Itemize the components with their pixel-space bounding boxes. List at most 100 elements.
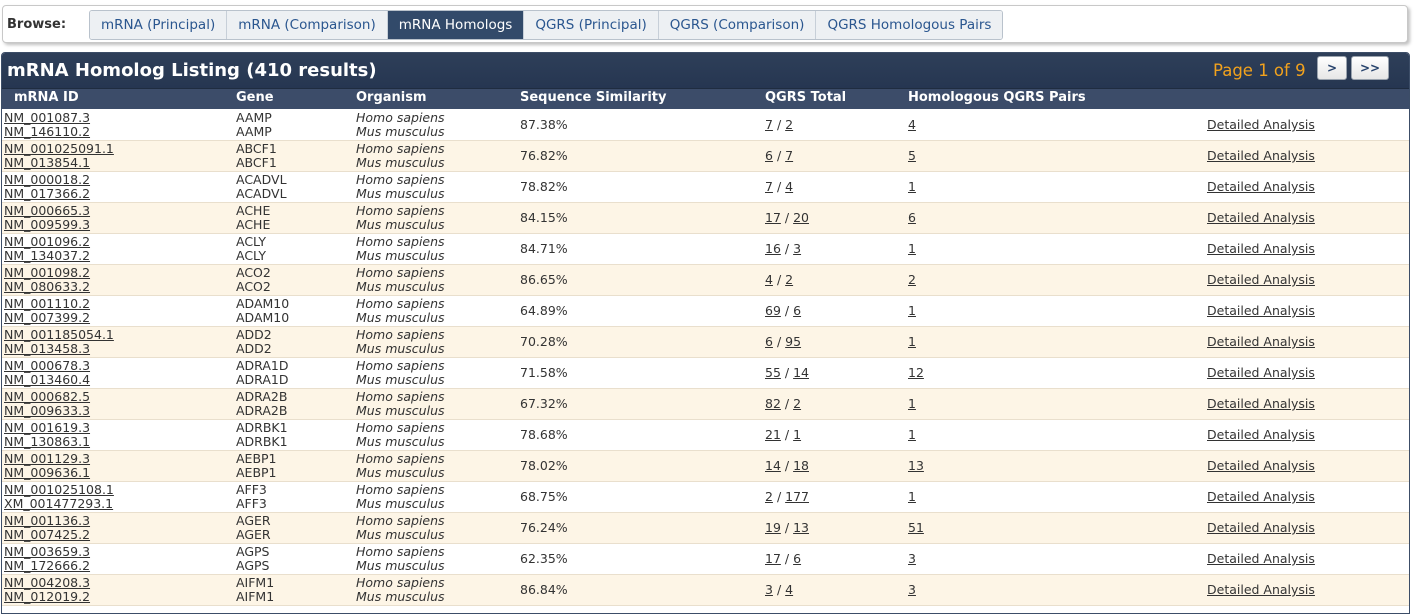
homologous-pairs-link[interactable]: 5 bbox=[908, 148, 916, 163]
homologous-pairs-link[interactable]: 13 bbox=[908, 458, 924, 473]
mrna-id-link[interactable]: NM_012019.2 bbox=[4, 589, 91, 604]
detailed-analysis-link[interactable]: Detailed Analysis bbox=[1207, 272, 1315, 287]
mrna-id-link[interactable]: NM_009636.1 bbox=[4, 465, 91, 480]
mrna-id-link[interactable]: NM_130863.1 bbox=[4, 434, 91, 449]
qgrs-total-link[interactable]: 6 bbox=[765, 148, 773, 163]
detailed-analysis-link[interactable]: Detailed Analysis bbox=[1207, 489, 1315, 504]
qgrs-total-link[interactable]: 3 bbox=[793, 241, 802, 256]
mrna-id-link[interactable]: NM_001025108.1 bbox=[4, 482, 114, 497]
tab-mrna-comparison[interactable]: mRNA (Comparison) bbox=[227, 11, 388, 39]
mrna-id-link[interactable]: NM_001110.2 bbox=[4, 296, 91, 311]
detailed-analysis-link[interactable]: Detailed Analysis bbox=[1207, 210, 1315, 225]
mrna-id-link[interactable]: NM_013854.1 bbox=[4, 155, 91, 170]
detailed-analysis-link[interactable]: Detailed Analysis bbox=[1207, 582, 1315, 597]
qgrs-total-link[interactable]: 7 bbox=[765, 179, 773, 194]
qgrs-total-link[interactable]: 20 bbox=[793, 210, 809, 225]
homologous-pairs-link[interactable]: 1 bbox=[908, 179, 916, 194]
detailed-analysis-link[interactable]: Detailed Analysis bbox=[1207, 365, 1315, 380]
detailed-analysis-link[interactable]: Detailed Analysis bbox=[1207, 520, 1315, 535]
qgrs-total-link[interactable]: 14 bbox=[765, 458, 781, 473]
qgrs-total-link[interactable]: 2 bbox=[793, 396, 802, 411]
mrna-id-link[interactable]: NM_013460.4 bbox=[4, 372, 91, 387]
mrna-id-link[interactable]: NM_001129.3 bbox=[4, 451, 91, 466]
qgrs-total-link[interactable]: 4 bbox=[765, 272, 773, 287]
mrna-id-link[interactable]: NM_000678.3 bbox=[4, 358, 91, 373]
qgrs-total-link[interactable]: 3 bbox=[765, 582, 773, 597]
mrna-id-link[interactable]: NM_080633.2 bbox=[4, 279, 91, 294]
homologous-pairs-link[interactable]: 1 bbox=[908, 489, 916, 504]
detailed-analysis-link[interactable]: Detailed Analysis bbox=[1207, 334, 1315, 349]
mrna-id-link[interactable]: NM_007425.2 bbox=[4, 527, 91, 542]
qgrs-total-link[interactable]: 13 bbox=[793, 520, 809, 535]
qgrs-total-link[interactable]: 1 bbox=[793, 427, 802, 442]
mrna-id-link[interactable]: NM_172666.2 bbox=[4, 558, 91, 573]
mrna-id-link[interactable]: NM_001025091.1 bbox=[4, 141, 114, 156]
homologous-pairs-link[interactable]: 12 bbox=[908, 365, 924, 380]
mrna-id-link[interactable]: NM_003659.3 bbox=[4, 544, 91, 559]
qgrs-total-link[interactable]: 18 bbox=[793, 458, 809, 473]
detailed-analysis-link[interactable]: Detailed Analysis bbox=[1207, 241, 1315, 256]
detailed-analysis-link[interactable]: Detailed Analysis bbox=[1207, 458, 1315, 473]
mrna-id-link[interactable]: NM_146110.2 bbox=[4, 124, 91, 139]
mrna-id-link[interactable]: NM_001619.3 bbox=[4, 420, 91, 435]
detailed-analysis-link[interactable]: Detailed Analysis bbox=[1207, 396, 1315, 411]
homologous-pairs-link[interactable]: 1 bbox=[908, 334, 916, 349]
mrna-id-link[interactable]: NM_013458.3 bbox=[4, 341, 91, 356]
detailed-analysis-link[interactable]: Detailed Analysis bbox=[1207, 179, 1315, 194]
mrna-id-link[interactable]: NM_000018.2 bbox=[4, 172, 91, 187]
tab-qgrs-homologous-pairs[interactable]: QGRS Homologous Pairs bbox=[816, 11, 1003, 39]
qgrs-total-link[interactable]: 14 bbox=[793, 365, 809, 380]
tab-mrna-principal[interactable]: mRNA (Principal) bbox=[90, 11, 228, 39]
mrna-id-link[interactable]: NM_001087.3 bbox=[4, 110, 91, 125]
homologous-pairs-link[interactable]: 51 bbox=[908, 520, 924, 535]
tab-qgrs-comparison[interactable]: QGRS (Comparison) bbox=[658, 11, 817, 39]
mrna-id-link[interactable]: NM_004208.3 bbox=[4, 575, 91, 590]
mrna-id-link[interactable]: NM_000665.3 bbox=[4, 203, 91, 218]
mrna-id-link[interactable]: NM_001096.2 bbox=[4, 234, 91, 249]
mrna-id-link[interactable]: NM_001098.2 bbox=[4, 265, 91, 280]
last-page-button[interactable]: >> bbox=[1351, 56, 1389, 80]
homologous-pairs-link[interactable]: 4 bbox=[908, 117, 916, 132]
mrna-id-link[interactable]: NM_001185054.1 bbox=[4, 327, 114, 342]
qgrs-total-link[interactable]: 7 bbox=[765, 117, 773, 132]
qgrs-total-link[interactable]: 95 bbox=[785, 334, 802, 349]
mrna-id-link[interactable]: XM_001477293.1 bbox=[4, 496, 114, 511]
homologous-pairs-link[interactable]: 1 bbox=[908, 396, 916, 411]
qgrs-total-link[interactable]: 16 bbox=[765, 241, 781, 256]
qgrs-total-link[interactable]: 177 bbox=[785, 489, 809, 504]
homologous-pairs-link[interactable]: 6 bbox=[908, 210, 916, 225]
tab-mrna-homologs[interactable]: mRNA Homologs bbox=[387, 11, 525, 39]
mrna-id-link[interactable]: NM_017366.2 bbox=[4, 186, 91, 201]
homologous-pairs-link[interactable]: 3 bbox=[908, 582, 916, 597]
qgrs-total-link[interactable]: 17 bbox=[765, 210, 781, 225]
qgrs-total-link[interactable]: 2 bbox=[765, 489, 773, 504]
detailed-analysis-link[interactable]: Detailed Analysis bbox=[1207, 117, 1315, 132]
qgrs-total-link[interactable]: 6 bbox=[793, 303, 802, 318]
qgrs-total-link[interactable]: 7 bbox=[785, 148, 794, 163]
detailed-analysis-link[interactable]: Detailed Analysis bbox=[1207, 551, 1315, 566]
qgrs-total-link[interactable]: 17 bbox=[765, 551, 781, 566]
mrna-id-link[interactable]: NM_007399.2 bbox=[4, 310, 91, 325]
mrna-id-link[interactable]: NM_000682.5 bbox=[4, 389, 91, 404]
detailed-analysis-link[interactable]: Detailed Analysis bbox=[1207, 148, 1315, 163]
qgrs-total-link[interactable]: 6 bbox=[765, 334, 773, 349]
homologous-pairs-link[interactable]: 1 bbox=[908, 241, 916, 256]
next-page-button[interactable]: > bbox=[1317, 56, 1347, 80]
tab-qgrs-principal[interactable]: QGRS (Principal) bbox=[524, 11, 659, 39]
homologous-pairs-link[interactable]: 2 bbox=[908, 272, 916, 287]
detailed-analysis-link[interactable]: Detailed Analysis bbox=[1207, 427, 1315, 442]
mrna-id-link[interactable]: NM_001136.3 bbox=[4, 513, 91, 528]
qgrs-total-link[interactable]: 69 bbox=[765, 303, 781, 318]
qgrs-total-link[interactable]: 55 bbox=[765, 365, 781, 380]
homologous-pairs-link[interactable]: 3 bbox=[908, 551, 916, 566]
qgrs-total-link[interactable]: 4 bbox=[785, 582, 794, 597]
detailed-analysis-link[interactable]: Detailed Analysis bbox=[1207, 303, 1315, 318]
homologous-pairs-link[interactable]: 1 bbox=[908, 427, 916, 442]
mrna-id-link[interactable]: NM_009633.3 bbox=[4, 403, 91, 418]
mrna-id-link[interactable]: NM_134037.2 bbox=[4, 248, 91, 263]
qgrs-total-link[interactable]: 6 bbox=[793, 551, 802, 566]
qgrs-total-link[interactable]: 4 bbox=[785, 179, 794, 194]
qgrs-total-link[interactable]: 82 bbox=[765, 396, 781, 411]
mrna-id-link[interactable]: NM_009599.3 bbox=[4, 217, 91, 232]
qgrs-total-link[interactable]: 2 bbox=[785, 117, 794, 132]
